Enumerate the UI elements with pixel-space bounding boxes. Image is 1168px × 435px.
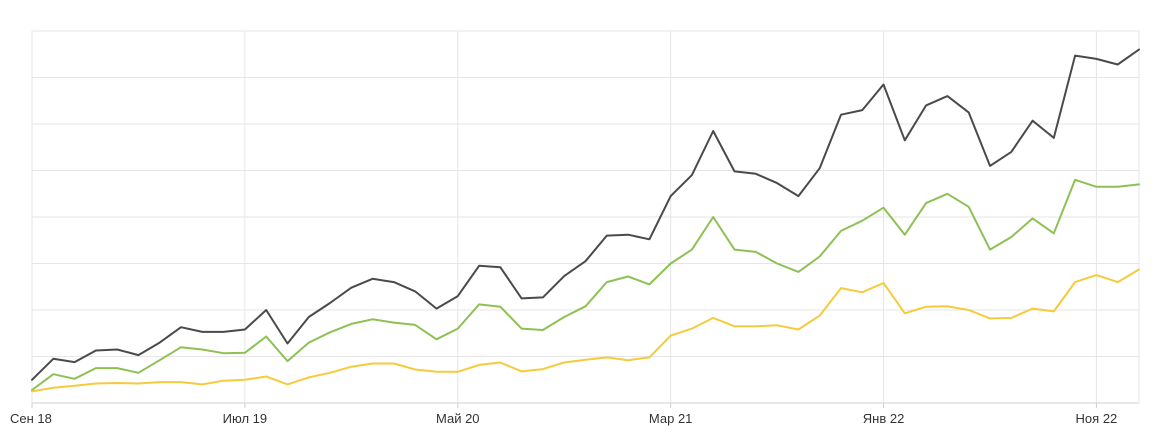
horizontal-gridlines: [32, 30, 1139, 404]
series-line-1: [31, 48, 1140, 381]
x-tick-label: Ноя 22: [1076, 411, 1118, 426]
x-tick-label: Сен 18: [10, 411, 52, 426]
x-tick-label: Июл 19: [223, 411, 267, 426]
series-line-2: [31, 178, 1140, 391]
x-axis-tick-labels: Сен 18 Июл 19 Май 20 Мар 21 Янв 22 Ноя 22: [10, 411, 1117, 426]
series-lines: [31, 48, 1140, 393]
x-tick-label: Янв 22: [863, 411, 905, 426]
vertical-gridlines: [31, 31, 1140, 408]
x-tick-label: Мар 21: [649, 411, 693, 426]
x-tick-label: Май 20: [436, 411, 480, 426]
series-line-3: [31, 268, 1140, 393]
